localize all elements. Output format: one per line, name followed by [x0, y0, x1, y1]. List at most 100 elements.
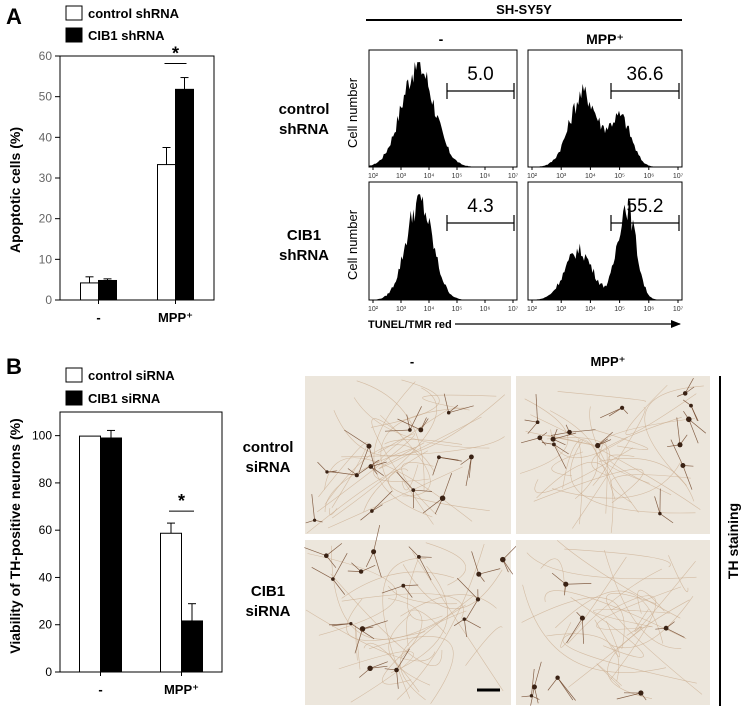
- neuron-soma: [368, 464, 374, 469]
- bar-open: [80, 282, 99, 301]
- histogram-distribution: [369, 62, 517, 167]
- neurite: [371, 418, 434, 525]
- histogram-distribution: [528, 83, 682, 167]
- neuron-process: [370, 665, 388, 669]
- hist-x-tick-label: 10⁷: [508, 173, 519, 180]
- neuron-process: [456, 577, 479, 600]
- neuron-process: [434, 498, 443, 515]
- hist-row-label-control-2: shRNA: [279, 121, 329, 138]
- neuron-process: [397, 418, 421, 431]
- neuron-soma: [682, 391, 688, 396]
- neuron-process: [597, 431, 613, 446]
- neuron-process: [304, 547, 327, 557]
- neurite: [577, 438, 583, 525]
- neuron-process: [659, 513, 674, 524]
- neuron-process: [368, 445, 376, 471]
- x-tick-label: MPP⁺: [164, 682, 199, 697]
- hist-x-tick-label: 10⁴: [424, 173, 435, 180]
- neuron-process: [365, 551, 374, 568]
- neuron-soma: [551, 442, 556, 447]
- significance-star: *: [178, 491, 185, 511]
- neurite: [544, 590, 687, 639]
- neurite: [533, 468, 644, 504]
- neuron-soma: [408, 428, 412, 432]
- neuron-soma: [358, 569, 364, 574]
- y-tick-label: 0: [45, 293, 52, 307]
- neuron-process: [362, 620, 388, 630]
- neurite: [396, 543, 485, 700]
- neuron-soma: [325, 470, 329, 474]
- neuron-process: [418, 556, 432, 581]
- neuron-process: [311, 494, 315, 521]
- legend-b-open-swatch: [65, 367, 83, 383]
- neuron-soma: [367, 665, 373, 671]
- neuron-soma: [677, 442, 683, 448]
- hist-x-tick-label: 10³: [396, 173, 407, 180]
- neurite: [598, 458, 695, 502]
- neuron-process: [432, 457, 440, 476]
- neuron-soma: [437, 455, 441, 460]
- apoptosis-bar-chart: Apoptotic cells (%) 0 10 20 30 40 50 60 - MPP⁺ *: [7, 44, 215, 325]
- neurite: [555, 590, 664, 644]
- neurite: [380, 407, 468, 492]
- neuron-soma: [579, 615, 585, 621]
- neuron-process: [448, 405, 474, 413]
- neuron-soma: [354, 473, 359, 478]
- chart-a-ylabel: Apoptotic cells (%): [7, 127, 23, 253]
- y-tick-label: 80: [39, 476, 53, 490]
- bar-open: [79, 435, 101, 673]
- neuron-soma: [394, 667, 399, 673]
- neurite: [605, 593, 703, 695]
- micro-row-label-cib1-2: siRNA: [245, 603, 290, 620]
- neuron-process: [448, 404, 459, 413]
- neurite: [594, 619, 620, 657]
- hist-x-tick-label: 10²: [368, 173, 379, 180]
- neuron-process: [465, 456, 472, 486]
- neurite: [425, 542, 467, 586]
- neuron-soma: [418, 427, 424, 433]
- neuron-soma: [446, 410, 451, 415]
- neurite: [526, 552, 697, 580]
- neuron-process: [370, 466, 384, 476]
- y-tick-label: 60: [39, 523, 53, 537]
- neuron-process: [373, 551, 382, 578]
- neuron-process: [553, 444, 567, 469]
- hist-x-tick-label: 10⁵: [614, 173, 625, 180]
- neuron-process: [502, 559, 514, 575]
- neuron-process: [531, 668, 535, 696]
- neurite: [637, 590, 665, 614]
- neurite: [589, 406, 639, 513]
- neuron-process: [406, 414, 411, 431]
- flow-histograms: 5.0 10² 10³ 10⁴ 10⁵ 10⁶ 10⁷ 36.6 10² 10³ 10⁴ 10⁵ 10⁶…: [368, 49, 684, 313]
- legend-b-control-label: control siRNA: [88, 368, 175, 383]
- hist-row-label-control-1: control: [279, 101, 330, 118]
- neurite: [570, 597, 644, 658]
- neuron-soma: [468, 454, 474, 460]
- neurite: [546, 437, 610, 486]
- hist-row-label-cib1-1: CIB1: [287, 227, 321, 244]
- sh-sy5y-label: SH-SY5Y: [496, 2, 552, 17]
- neurite: [557, 391, 646, 402]
- bar-filled: [181, 620, 203, 673]
- neuron-soma: [620, 405, 625, 410]
- neurite: [356, 380, 425, 491]
- neurite: [536, 461, 614, 533]
- neurite: [465, 626, 503, 666]
- histogram-distribution: [528, 200, 682, 300]
- hist-x-tick-label: 10⁷: [673, 306, 684, 313]
- neurite: [332, 387, 438, 519]
- neurite: [341, 571, 455, 599]
- neurite: [382, 558, 427, 699]
- neurite: [611, 596, 694, 649]
- neuron-process: [534, 661, 542, 688]
- neurite: [608, 454, 672, 496]
- neuron-process: [358, 445, 370, 474]
- hist-x-tick-label: 10⁴: [585, 173, 596, 180]
- neurite: [644, 385, 704, 486]
- neuron-process: [465, 599, 479, 621]
- neurite: [306, 468, 409, 534]
- neurite: [371, 379, 440, 428]
- hist-x-tick-label: 10⁶: [643, 173, 654, 180]
- neuron-soma: [680, 463, 686, 468]
